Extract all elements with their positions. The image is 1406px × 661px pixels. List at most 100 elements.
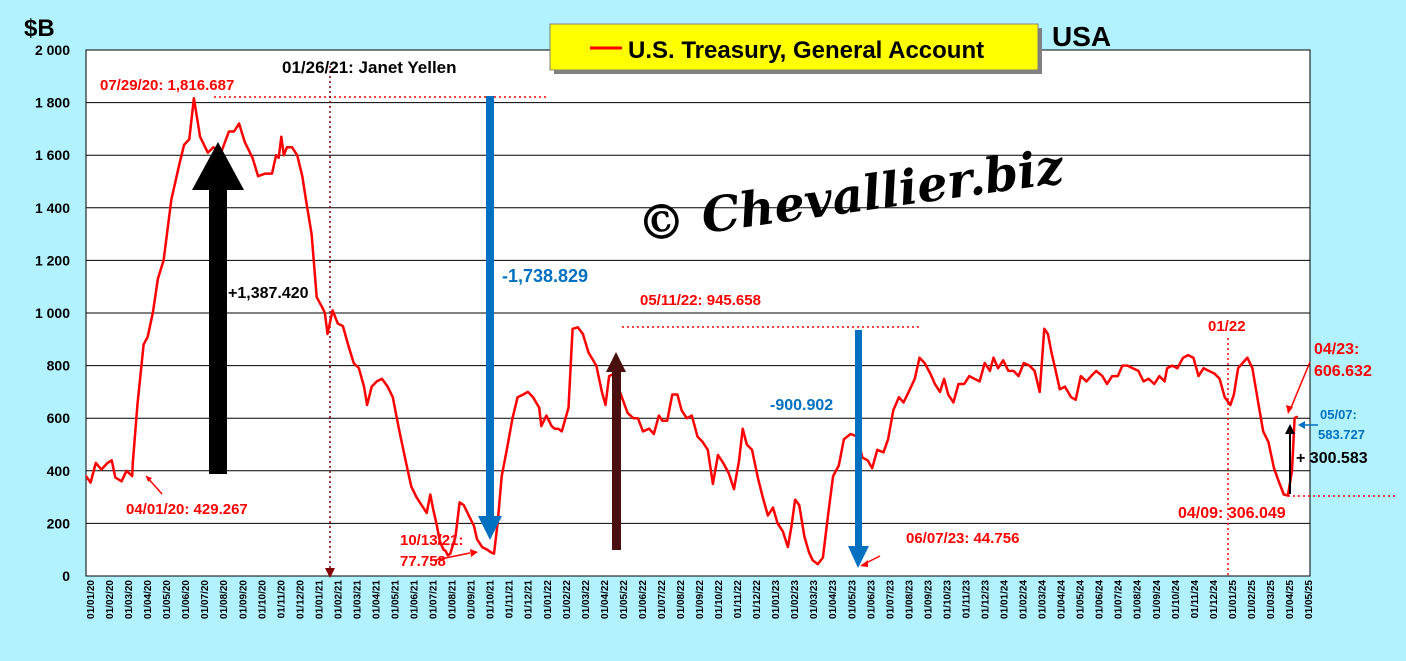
- x-tick-label: 01/09/20: [238, 580, 249, 619]
- x-tick-label: 01/10/23: [942, 580, 953, 619]
- data-point: [1153, 383, 1156, 385]
- annotation-peak: 07/29/20: 1,816.687: [100, 77, 234, 94]
- data-point: [561, 430, 563, 433]
- annotation-peak-2022: 05/11/22: 945.658: [640, 292, 761, 309]
- x-axis-ticks: 01/01/20 01/02/20 01/03/20 01/04/20 01/05/20…: [86, 580, 1315, 619]
- data-point: [1007, 370, 1010, 372]
- data-point: [1229, 404, 1232, 406]
- data-point: [257, 175, 259, 177]
- annotation-0423-date: 04/23:: [1314, 341, 1359, 358]
- data-point: [342, 325, 344, 327]
- data-point: [973, 378, 976, 380]
- data-point: [114, 476, 117, 479]
- x-tick-label: 01/10/24: [1171, 580, 1182, 619]
- data-point: [538, 406, 540, 409]
- data-point: [207, 151, 209, 154]
- data-point: [1237, 367, 1239, 370]
- x-tick-label: 01/12/22: [752, 580, 763, 619]
- data-point: [637, 417, 639, 420]
- data-point: [125, 470, 128, 472]
- data-point: [326, 333, 329, 335]
- x-tick-label: 01/11/24: [1190, 580, 1201, 619]
- data-point: [275, 154, 277, 156]
- x-tick-label: 01/06/24: [1095, 580, 1106, 619]
- data-point: [170, 199, 173, 201]
- x-tick-label: 01/11/23: [961, 580, 972, 619]
- data-point: [571, 328, 574, 330]
- data-point: [787, 546, 789, 548]
- x-tick-label: 01/08/24: [1133, 580, 1144, 619]
- data-point: [992, 356, 995, 359]
- data-point: [481, 546, 484, 548]
- data-point: [85, 475, 87, 477]
- data-point: [120, 480, 123, 483]
- data-point: [671, 393, 674, 396]
- data-point: [952, 401, 955, 404]
- x-tick-label: 01/04/25: [1285, 580, 1296, 619]
- data-point: [822, 556, 824, 559]
- data-point: [490, 551, 492, 554]
- grid-lines: [86, 102, 1310, 524]
- data-point: [398, 427, 400, 430]
- data-point: [1267, 441, 1270, 443]
- data-point: [757, 477, 759, 480]
- data-point: [587, 351, 590, 354]
- yellen-arrowhead: [325, 568, 335, 578]
- data-point: [632, 417, 635, 420]
- annotation-0423-value: 606.632: [1314, 363, 1372, 380]
- x-tick-label: 01/02/23: [790, 580, 801, 619]
- data-point: [1218, 378, 1221, 380]
- y-tick-label: 0: [62, 568, 70, 584]
- x-tick-label: 01/01/24: [1000, 580, 1011, 619]
- data-point: [1176, 367, 1179, 370]
- data-point: [1131, 367, 1134, 370]
- data-point: [296, 154, 299, 156]
- data-point: [978, 380, 981, 383]
- data-point: [540, 425, 543, 427]
- data-point: [567, 406, 570, 409]
- x-tick-label: 01/07/21: [429, 580, 440, 619]
- data-point: [707, 449, 709, 451]
- data-point: [923, 362, 926, 364]
- data-point: [642, 430, 644, 433]
- y-axis-label: $B: [24, 15, 55, 42]
- data-point: [244, 141, 246, 143]
- data-point: [1283, 493, 1285, 496]
- pointer-arrows: [145, 361, 1318, 567]
- x-tick-label: 01/09/23: [923, 580, 934, 619]
- data-point: [228, 130, 230, 133]
- data-point: [1106, 383, 1108, 385]
- data-point: [943, 378, 945, 380]
- data-point: [849, 433, 852, 435]
- data-point: [522, 393, 525, 396]
- annotation-low-2021-value: 77.758: [400, 553, 446, 570]
- annotations: 07/29/20: 1,816.687 01/26/21: Janet Yell…: [100, 58, 1372, 570]
- data-point: [1246, 356, 1249, 359]
- x-tick-label: 01/06/22: [638, 580, 649, 619]
- data-point: [106, 462, 109, 464]
- data-point: [832, 475, 834, 477]
- data-point: [454, 535, 457, 538]
- data-point: [429, 493, 432, 496]
- data-point: [315, 296, 318, 299]
- data-point: [1166, 367, 1168, 370]
- data-point: [89, 481, 92, 484]
- data-point: [876, 449, 879, 451]
- data-point: [506, 449, 508, 451]
- data-point: [1033, 370, 1036, 372]
- data-point: [347, 343, 349, 346]
- data-point: [444, 550, 447, 552]
- data-point: [808, 551, 810, 554]
- data-point: [843, 438, 845, 441]
- data-point: [283, 154, 285, 156]
- x-tick-label: 01/09/21: [467, 580, 478, 619]
- legend-label: U.S. Treasury, General Account: [628, 37, 984, 64]
- data-point: [1273, 467, 1275, 470]
- annotation-drop-1: -1,738.829: [502, 266, 588, 286]
- x-tick-label: 01/01/25: [1228, 580, 1239, 619]
- data-point: [728, 472, 730, 475]
- data-point: [233, 130, 235, 133]
- data-point: [331, 309, 334, 312]
- x-tick-label: 01/03/23: [809, 580, 820, 619]
